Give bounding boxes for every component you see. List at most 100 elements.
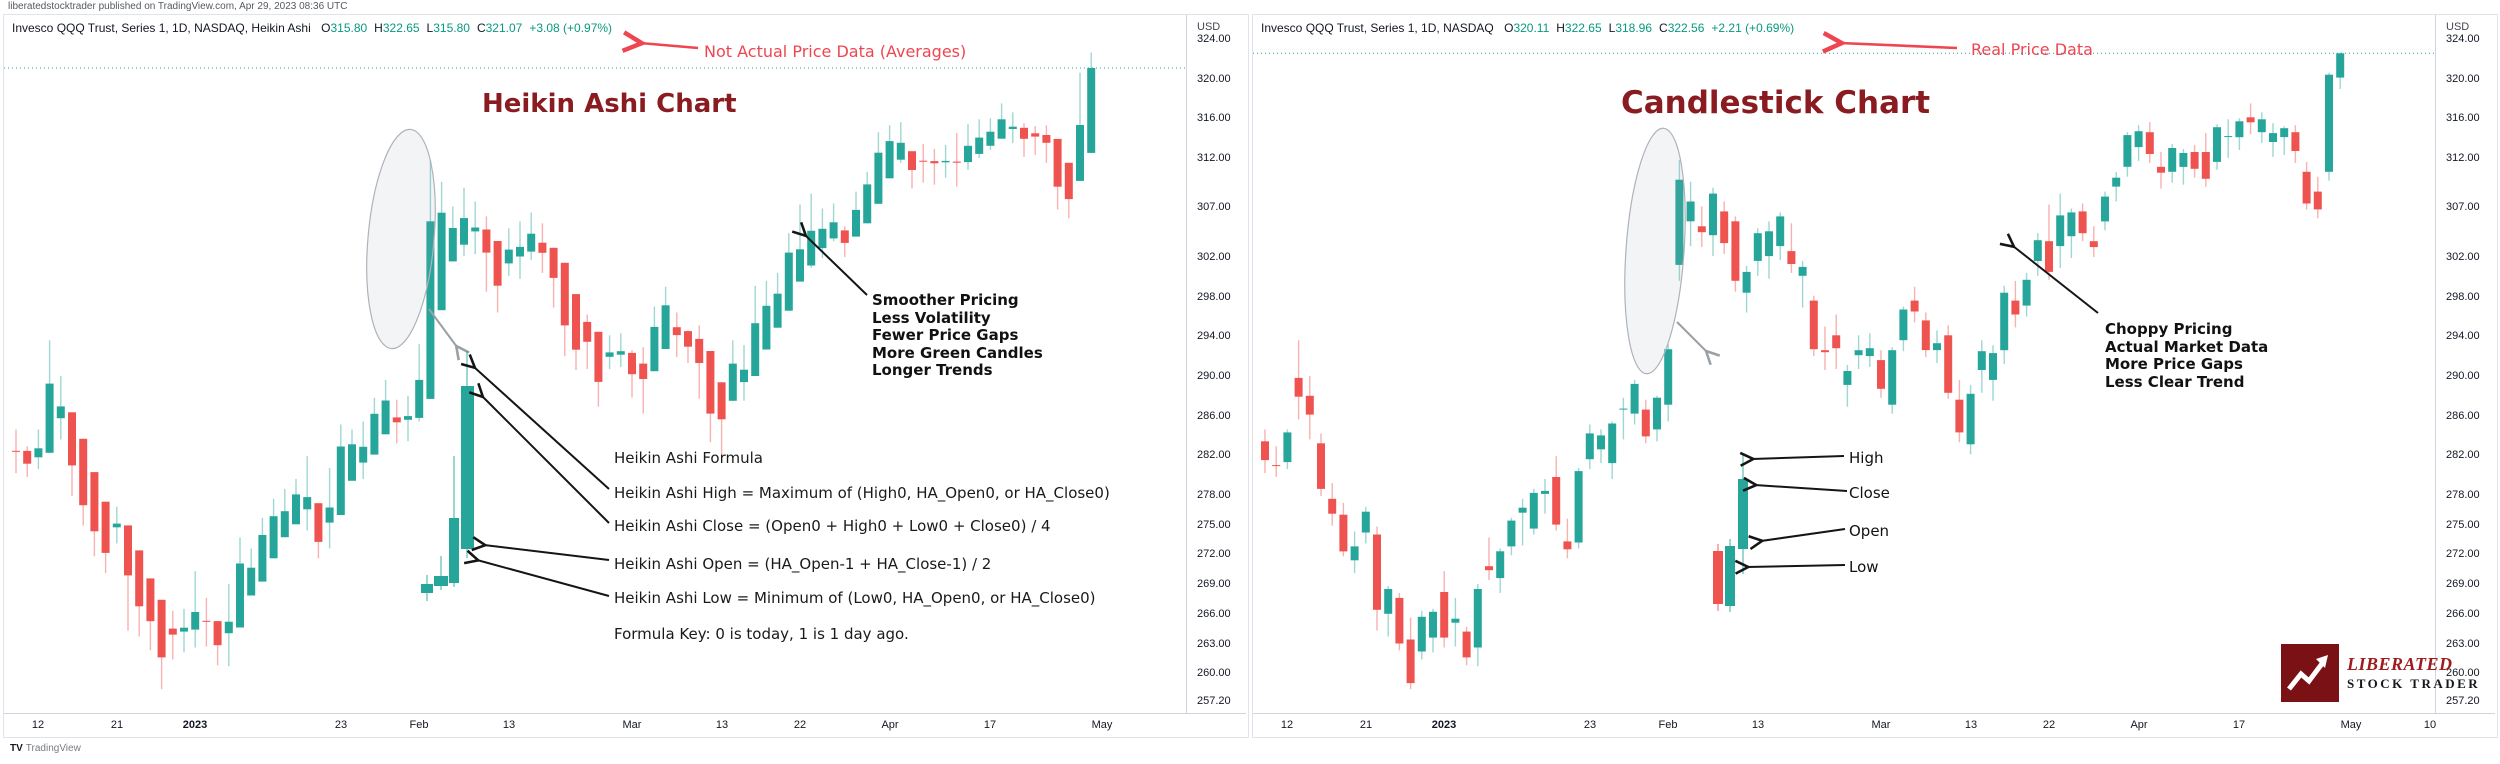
price-tick-label: 257.20	[1197, 695, 1231, 707]
candle-body	[2022, 279, 2031, 306]
candle-body	[1944, 335, 1953, 393]
symbol-description[interactable]: Invesco QQQ Trust, Series 1, 1D, NASDAQ,…	[12, 21, 311, 35]
price-tick-label: 272.00	[1197, 548, 1231, 560]
candle-body	[370, 413, 379, 455]
candle-body	[1753, 233, 1762, 261]
candle-body	[538, 242, 547, 253]
chart-legend[interactable]: Invesco QQQ Trust, Series 1, 1D, NASDAQ,…	[12, 21, 612, 35]
candle-body	[1966, 393, 1975, 445]
price-tick-label: 260.00	[1197, 667, 1231, 679]
candle-body	[45, 383, 54, 453]
candle-body	[269, 516, 278, 559]
price-tick-label: 278.00	[2446, 489, 2480, 501]
candle-body	[1608, 423, 1617, 464]
candle-body	[1339, 514, 1348, 552]
candle-body	[359, 446, 368, 463]
date-axis[interactable]: 12 21 2023 23 Feb 13 Mar 13 22 Apr 17 May	[4, 713, 1246, 737]
date-tick-label: Mar	[622, 719, 642, 731]
candle-body	[572, 294, 580, 350]
price-tick-label: 312.00	[2446, 152, 2480, 164]
candle-body	[2246, 117, 2255, 123]
candle-body	[1507, 520, 1516, 547]
date-tick-label: 22	[793, 719, 807, 731]
annotation-line: Less Volatility	[872, 308, 991, 327]
candle-body	[1451, 618, 1460, 623]
ohlc-value: 322.56	[1667, 21, 1705, 35]
ohlc-value: 318.96	[1615, 21, 1653, 35]
candle-body	[1317, 443, 1325, 489]
candle-body	[1328, 498, 1337, 514]
price-axis[interactable]: USD 324.00 320.00 316.00 312.00 307.00 302.00 2…	[2435, 15, 2497, 713]
candlestick-chart-panel: Invesco QQQ Trust, Series 1, 1D, NASDAQ …	[1252, 14, 2498, 738]
candle-body	[1373, 534, 1381, 610]
price-tick-label: 298.00	[2446, 291, 2480, 303]
bullet-annotations: Choppy Pricing Actual Market Data More Pri…	[2105, 320, 2269, 391]
candle-body	[2190, 152, 2199, 169]
candle-body	[2067, 212, 2076, 237]
candle-body	[504, 249, 513, 264]
candle-body	[1910, 300, 1919, 312]
candle-body	[1955, 399, 1964, 433]
candle-body	[1630, 383, 1639, 414]
candle-body	[852, 209, 860, 237]
annotation-line: Fewer Price Gaps	[872, 326, 1019, 344]
candle-body	[896, 142, 905, 160]
price-tick-label: 282.00	[2446, 449, 2480, 461]
candle-body	[258, 535, 267, 582]
price-tick-label: 307.00	[1197, 201, 1231, 213]
price-tick-label: 316.00	[2446, 112, 2480, 124]
annotation-line: Actual Market Data	[2105, 337, 2269, 356]
annotation-line: Heikin Ashi Close = (Open0 + High0 + Low…	[614, 517, 1051, 535]
price-tick-label: 320.00	[1197, 73, 1231, 85]
symbol-description[interactable]: Invesco QQQ Trust, Series 1, 1D, NASDAQ	[1261, 21, 1494, 35]
candle-body	[1087, 68, 1096, 153]
candle-body	[1406, 639, 1415, 684]
candle-body	[2269, 133, 2277, 142]
date-tick-label: 10	[2423, 719, 2437, 731]
annotation-line: Heikin Ashi Formula	[614, 449, 763, 467]
chart-legend[interactable]: Invesco QQQ Trust, Series 1, 1D, NASDAQ …	[1261, 21, 1794, 35]
annotation-line: Close	[1849, 484, 1890, 502]
candle-body	[2257, 119, 2266, 133]
date-axis[interactable]: 12 21 2023 23 Feb 13 Mar 13 22 Apr 17 May 10	[1253, 713, 2495, 737]
date-tick-label: 17	[983, 719, 997, 731]
heikin-ashi-candles[interactable]	[4, 15, 1186, 713]
candle-body	[1619, 408, 1628, 410]
price-axis[interactable]: USD 324.00 320.00 316.00 312.00 307.00 302.00 2…	[1186, 15, 1248, 713]
price-tick-label: 294.00	[1197, 330, 1231, 342]
candle-body	[2101, 196, 2109, 222]
candle-body	[605, 352, 614, 357]
candle-body	[1832, 335, 1841, 349]
candle-body	[930, 161, 939, 164]
annotation-line: Heikin Ashi High = Maximum of (High0, HA…	[614, 484, 1110, 502]
date-tick-label: 21	[110, 719, 124, 731]
candle-body	[1294, 377, 1303, 397]
candle-body	[34, 448, 43, 458]
tradingview-attribution[interactable]: TV TradingView	[10, 743, 81, 754]
candle-body	[56, 406, 65, 419]
ohlc-key: H	[1556, 21, 1565, 35]
ohlc-value: 320.11	[1513, 21, 1550, 35]
ohlc-key: L	[426, 21, 434, 35]
price-tick-label: 316.00	[1197, 112, 1231, 124]
candle-body	[740, 369, 748, 383]
candle-body	[1261, 441, 1269, 461]
candle-body	[1585, 433, 1594, 460]
price-tick-label: 263.00	[2446, 638, 2480, 650]
candle-body	[840, 230, 849, 243]
annotation-line: Heikin Ashi Low = Minimum of (Low0, HA_O…	[614, 589, 1096, 607]
date-tick-label: 21	[1359, 719, 1373, 731]
price-tick-label: 272.00	[2446, 548, 2480, 560]
currency-label: USD	[1197, 21, 1221, 33]
candle-body	[448, 228, 457, 262]
candle-body	[1395, 597, 1404, 644]
candle-body	[2179, 153, 2188, 167]
annotation-line: Longer Trends	[872, 361, 993, 379]
candle-body	[1597, 435, 1605, 450]
candle-body	[146, 578, 155, 622]
price-tick-label: 302.00	[2446, 251, 2480, 263]
change-value: +2.21 (+0.69%)	[1711, 21, 1795, 35]
candle-body	[247, 567, 256, 596]
candle-body	[2336, 53, 2345, 78]
